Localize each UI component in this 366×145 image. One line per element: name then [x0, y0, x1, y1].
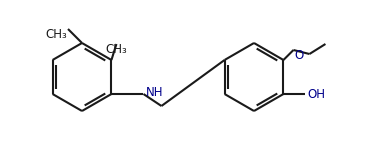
Text: CH₃: CH₃: [105, 43, 127, 56]
Text: NH: NH: [145, 87, 163, 99]
Text: OH: OH: [307, 87, 325, 100]
Text: O: O: [294, 49, 304, 62]
Text: CH₃: CH₃: [45, 28, 67, 41]
